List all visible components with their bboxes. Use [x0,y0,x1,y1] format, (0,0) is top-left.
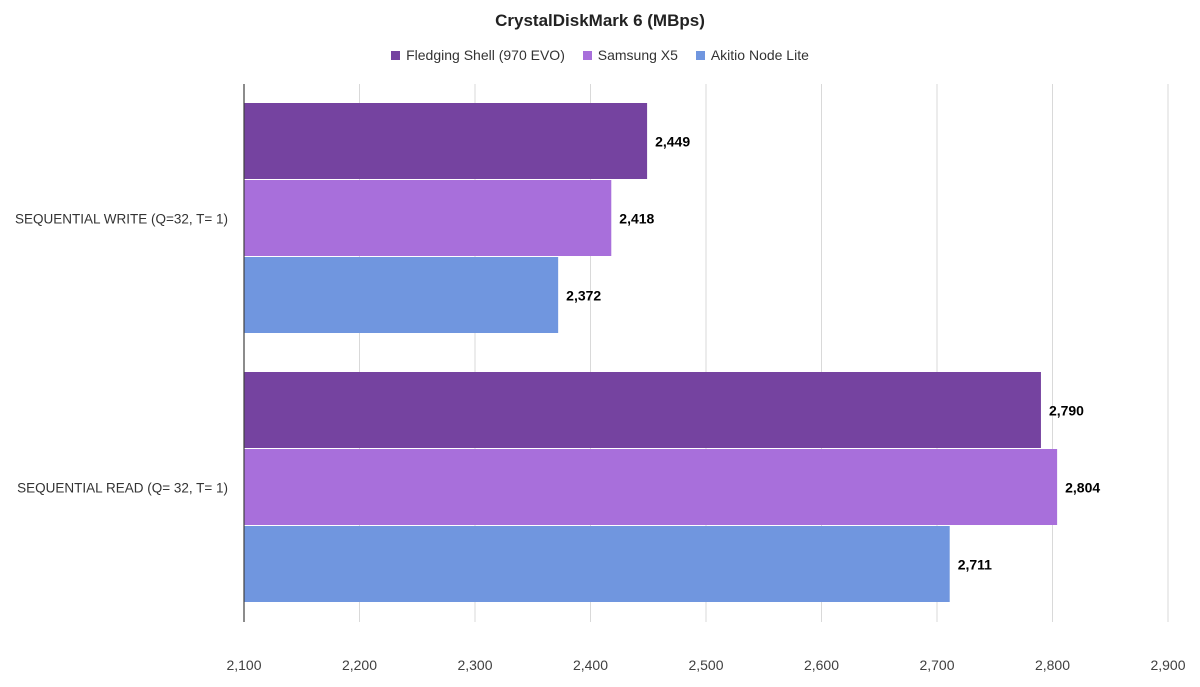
x-tick-label: 2,400 [573,657,608,673]
chart-title: CrystalDiskMark 6 (MBps) [495,11,705,30]
bar [244,449,1058,525]
data-label: 2,790 [1049,403,1084,419]
x-tick-label: 2,600 [804,657,839,673]
data-label: 2,449 [655,134,690,150]
legend-swatch [582,51,592,60]
legend-label: Samsung X5 [597,47,678,63]
x-tick-label: 2,500 [688,657,723,673]
data-label: 2,804 [1065,480,1100,496]
x-tick-label: 2,100 [226,657,261,673]
category-label: SEQUENTIAL READ (Q= 32, T= 1) [17,481,228,496]
labels: 2,100 2,200 2,300 2,400 2,500 2,600 2,700 2,800… [15,134,1186,674]
bar [244,526,950,602]
x-tick-label: 2,700 [919,657,954,673]
legend-item-samsung-x5: Samsung X5 [582,47,678,63]
data-label: 2,418 [619,211,654,227]
bar [244,103,648,179]
bar [244,257,559,333]
legend-item-akitio-node-lite: Akitio Node Lite [695,47,809,63]
legend-item-fledging-shell: Fledging Shell (970 EVO) [391,47,565,63]
x-tick-label: 2,300 [457,657,492,673]
legend-swatch [695,51,705,60]
legend-label: Akitio Node Lite [710,47,809,63]
bar [244,180,612,256]
data-label: 2,372 [566,288,601,304]
x-tick-label: 2,800 [1035,657,1070,673]
data-label: 2,711 [958,557,992,573]
legend-label: Fledging Shell (970 EVO) [406,47,565,63]
bars [244,103,1058,602]
legend: Fledging Shell (970 EVO) Samsung X5 Akit… [0,47,1200,63]
x-tick-label: 2,900 [1150,657,1185,673]
x-tick-label: 2,200 [342,657,377,673]
legend-swatch [391,51,401,60]
bar [244,372,1041,448]
category-label: SEQUENTIAL WRITE (Q=32, T= 1) [15,212,228,227]
